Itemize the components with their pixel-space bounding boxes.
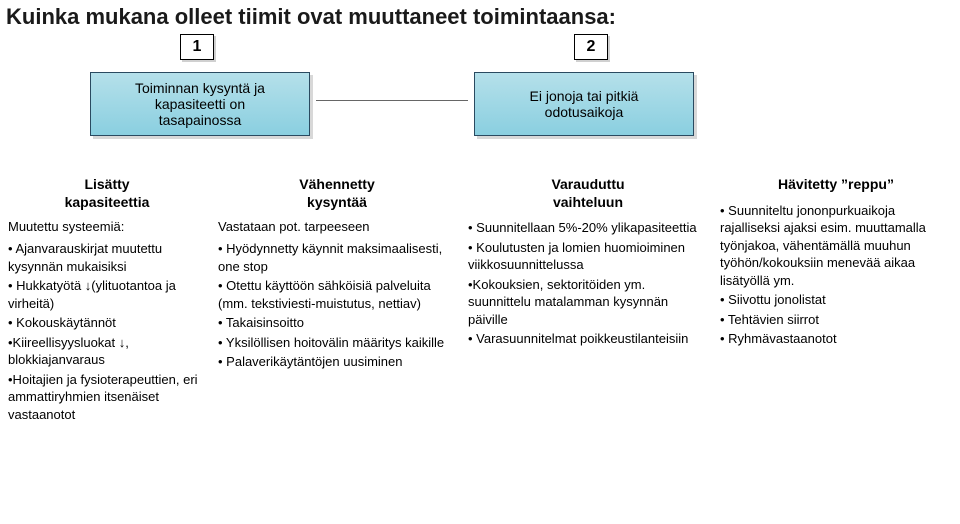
list-item: • Hukkatyötä ↓(ylituotantoa ja virheitä) [8,277,206,312]
list-item: • Takaisinsoitto [218,314,456,332]
list-item: • Ryhmävastaanotot [720,330,952,348]
card-noqueue: Ei jonoja tai pitkiä odotusaikoja [474,72,694,136]
list-item: •Kokouksien, sektoritöiden ym. suunnitte… [468,276,708,329]
column-demand-head: Vähennetty kysyntää [218,176,456,211]
list-item: •Kiireellisyysluokat ↓, blokkiajanvaraus [8,334,206,369]
card-balance: Toiminnan kysyntä ja kapasiteetti on tas… [90,72,310,136]
column-backlog-head: Hävitetty ”reppu” [720,176,952,194]
list-item: • Kokouskäytännöt [8,314,206,332]
page-title: Kuinka mukana olleet tiimit ovat muuttan… [6,4,616,30]
column-capacity-body: • Ajanvarauskirjat muutettu kysynnän muk… [8,240,206,423]
list-item: • Tehtävien siirrot [720,311,952,329]
list-item: • Varasuunnitelmat poikkeustilanteisiin [468,330,708,348]
list-item: • Palaverikäytäntöjen uusiminen [218,353,456,371]
step-number-1: 1 [180,34,214,60]
list-item: • Suunniteltu jononpurkuaikoja rajallise… [720,202,952,290]
connector-line [316,100,468,101]
columns-container: Lisätty kapasiteettia Muutettu systeemiä… [2,176,958,425]
column-demand-sub: Vastataan pot. tarpeeseen [218,219,456,234]
diagram-root: Kuinka mukana olleet tiimit ovat muuttan… [0,0,960,524]
list-item: • Hyödynnetty käynnit maksimaalisesti, o… [218,240,456,275]
column-variation-head: Varauduttu vaihteluun [468,176,708,211]
column-capacity: Lisätty kapasiteettia Muutettu systeemiä… [2,176,212,425]
list-item: • Otettu käyttöön sähköisiä palveluita (… [218,277,456,312]
list-item: • Koulutusten ja lomien huomioiminen vii… [468,239,708,274]
column-backlog-body: • Suunniteltu jononpurkuaikoja rajallise… [720,202,952,348]
column-backlog: Hävitetty ”reppu” • Suunniteltu jononpur… [714,176,958,425]
card-balance-text: Toiminnan kysyntä ja kapasiteetti on tas… [135,80,265,128]
list-item: • Ajanvarauskirjat muutettu kysynnän muk… [8,240,206,275]
list-item: • Siivottu jonolistat [720,291,952,309]
column-variation-body: • Suunnitellaan 5%-20% ylikapasiteettia … [468,219,708,348]
column-demand-body: • Hyödynnetty käynnit maksimaalisesti, o… [218,240,456,371]
step-number-2: 2 [574,34,608,60]
list-item: •Hoitajien ja fysioterapeuttien, eri amm… [8,371,206,424]
list-item: • Suunnitellaan 5%-20% ylikapasiteettia [468,219,708,237]
card-noqueue-text: Ei jonoja tai pitkiä odotusaikoja [530,88,639,120]
list-item: • Yksilöllisen hoitovälin määritys kaiki… [218,334,456,352]
column-capacity-head: Lisätty kapasiteettia [8,176,206,211]
column-variation: Varauduttu vaihteluun • Suunnitellaan 5%… [462,176,714,425]
column-demand: Vähennetty kysyntää Vastataan pot. tarpe… [212,176,462,425]
column-capacity-sub: Muutettu systeemiä: [8,219,206,234]
